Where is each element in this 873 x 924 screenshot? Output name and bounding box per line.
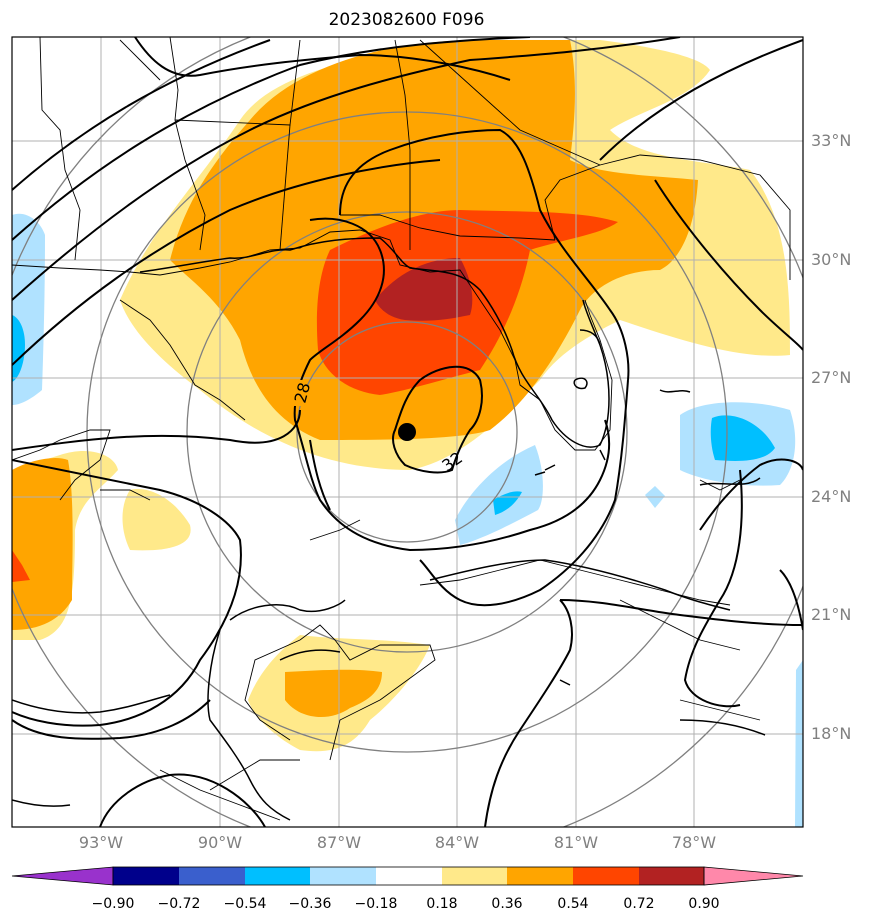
map-title: 2023082600 F096 [328,10,485,30]
colorbar-tick-6: 0.18 [426,896,458,912]
colorbar-tick-8: 0.54 [557,896,589,912]
contour-label-28-bg [289,380,307,406]
contour-label-28: 28 [291,380,315,405]
lat-label-30n: 30°N [811,250,852,269]
lat-label-24n: 24°N [811,487,852,506]
lon-label-93w: 93°W [78,833,124,852]
colorbar-bin-5 [376,867,442,885]
contour-lines [12,37,803,827]
colorbar-bin-4 [310,867,376,885]
lon-label-81w: 81°W [553,833,599,852]
lat-label-33n: 33°N [811,131,852,150]
storm-center-marker [398,423,416,441]
colorbar-bin-1 [113,867,179,885]
colorbar-bin-3 [245,867,310,885]
lon-label-87w: 87°W [316,833,362,852]
colorbar-tick-1: −0.90 [91,896,135,912]
lat-label-21n: 21°N [811,605,852,624]
colorbar-tick-2: −0.72 [157,896,201,912]
colorbar-bin-7 [507,867,573,885]
colorbar-tick-10: 0.90 [688,896,720,912]
colorbar-tick-9: 0.72 [623,896,655,912]
lon-label-84w: 84°W [434,833,480,852]
anomaly-fill-dark-red [375,258,473,321]
lon-label-78w: 78°W [671,833,717,852]
coastline-bold [12,237,766,821]
colorbar-tick-7: 0.36 [491,896,523,912]
lon-label-90w: 90°W [197,833,243,852]
colorbar-bin-2 [179,867,245,885]
colorbar-extend-high [703,866,804,886]
range-rings [12,37,803,827]
colorbar-tick-4: −0.36 [288,896,332,912]
map-frame [11,36,804,828]
colorbar-tick-3: −0.54 [223,896,267,912]
colorbar-bin-8 [573,867,639,885]
colorbar-bin-9 [639,867,704,885]
lat-label-27n: 27°N [811,368,852,387]
colorbar-extend-low [11,866,114,886]
colorbar-bin-6 [442,867,507,885]
lat-label-18n: 18°N [811,724,852,743]
colorbar [11,866,804,886]
colorbar-tick-5: −0.18 [354,896,398,912]
